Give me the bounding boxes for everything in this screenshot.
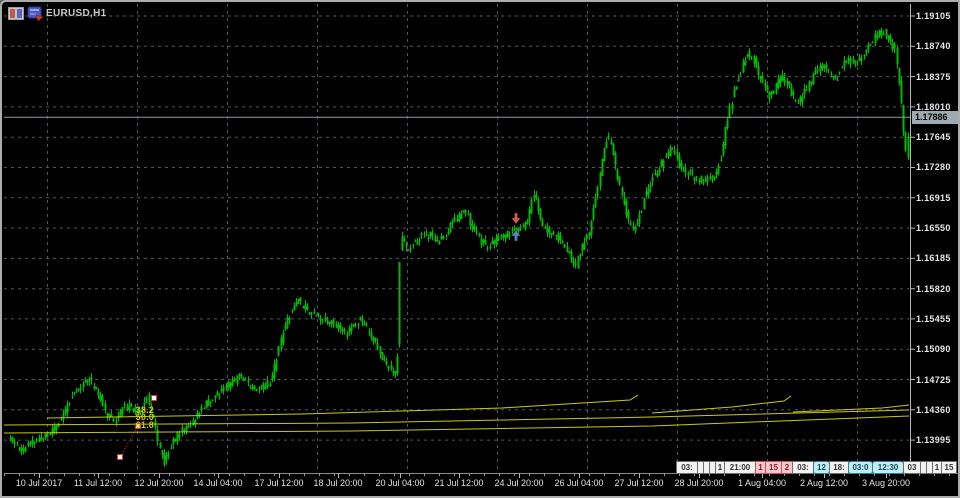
ma-line[interactable] — [46, 394, 639, 419]
time-tick-label: 18 Jul 20:00 — [313, 478, 363, 488]
time-tick-label: 12 Jul 20:00 — [134, 478, 184, 488]
price-tick-label: 1.17645 — [916, 132, 951, 143]
price-tick-label: 1.16915 — [916, 192, 951, 203]
fib-handle[interactable] — [117, 454, 123, 460]
time-tick-label: 21 Jul 12:00 — [434, 478, 484, 488]
chart-symbol-icon[interactable] — [27, 6, 44, 21]
time-tick-label: 11 Jul 12:00 — [73, 478, 123, 488]
price-tick-label: 1.17280 — [916, 162, 951, 173]
price-tick-label: 1.19105 — [916, 11, 951, 21]
ma-line[interactable] — [651, 395, 792, 414]
price-tick-label: 1.16550 — [916, 223, 951, 234]
price-tick-label: 1.15820 — [916, 283, 951, 294]
ma-line[interactable] — [792, 404, 910, 413]
price-tick-marks — [910, 15, 915, 441]
candle-bodies — [9, 29, 910, 465]
buy-arrow[interactable] — [511, 229, 521, 242]
chart-window-icon[interactable] — [8, 7, 24, 20]
event-time-box[interactable]: 12:30 — [872, 461, 904, 474]
price-tick-label: 1.15090 — [916, 344, 951, 355]
ma-line[interactable] — [4, 415, 910, 434]
symbol-period-title: EURUSD,H1 — [46, 8, 107, 19]
event-time-box[interactable]: 15 — [765, 461, 782, 474]
time-tick-label: 20 Jul 04:00 — [375, 478, 425, 488]
fib-handle[interactable] — [135, 423, 141, 429]
event-time-box[interactable]: 03 — [903, 461, 921, 474]
time-axis-minor-ticks — [4, 473, 958, 476]
time-tick-label: 27 Jul 12:00 — [614, 478, 664, 488]
fib-level-label: 38.2 — [135, 405, 154, 415]
price-tick-label: 1.14725 — [916, 374, 951, 385]
event-time-box[interactable]: 18: — [829, 461, 849, 474]
price-tick-label: 1.16185 — [916, 253, 951, 264]
sell-arrow[interactable] — [511, 212, 521, 225]
time-tick-label: 26 Jul 04:00 — [554, 478, 604, 488]
event-time-boxes: 03: 1 21:00 1 15 2 03: 12 18: 03:0 12:30 03 1 15 — [676, 461, 957, 474]
time-tick-label: 1 Aug 04:00 — [737, 478, 787, 488]
time-tick-label: 10 Jul 2017 — [15, 478, 63, 488]
fib-handle[interactable] — [151, 395, 157, 401]
fib-level-label: 50.0 — [135, 412, 154, 422]
price-tick-label: 1.15455 — [916, 313, 951, 324]
fib-level-label: 61.8 — [135, 420, 154, 430]
price-tick-label: 1.18740 — [916, 41, 951, 52]
time-tick-label: 2 Aug 12:00 — [799, 478, 849, 488]
time-tick-label: 24 Jul 20:00 — [494, 478, 544, 488]
time-tick-label: 28 Jul 20:00 — [674, 478, 724, 488]
event-time-box[interactable]: 15 — [941, 461, 957, 474]
time-tick-label: 3 Aug 20:00 — [861, 478, 911, 488]
grid-vertical — [47, 4, 858, 472]
grid-horizontal — [4, 15, 909, 441]
price-tick-label: 1.18375 — [916, 71, 951, 82]
current-price-label: 1.17886 — [912, 110, 958, 124]
event-time-box[interactable]: 03: — [792, 461, 814, 474]
time-tick-label: 17 Jul 12:00 — [254, 478, 304, 488]
price-tick-label: 1.18010 — [916, 101, 951, 112]
price-tick-label: 1.14360 — [916, 404, 951, 415]
event-time-box[interactable]: 21:00 — [724, 461, 756, 474]
event-time-box[interactable]: 03:0 — [848, 461, 873, 474]
time-tick-label: 14 Jul 04:00 — [193, 478, 243, 488]
ma-line[interactable] — [4, 409, 910, 426]
event-time-box[interactable]: 12 — [813, 461, 830, 474]
event-time-box[interactable]: 03: — [676, 461, 698, 474]
price-tick-label: 1.13995 — [916, 435, 951, 446]
